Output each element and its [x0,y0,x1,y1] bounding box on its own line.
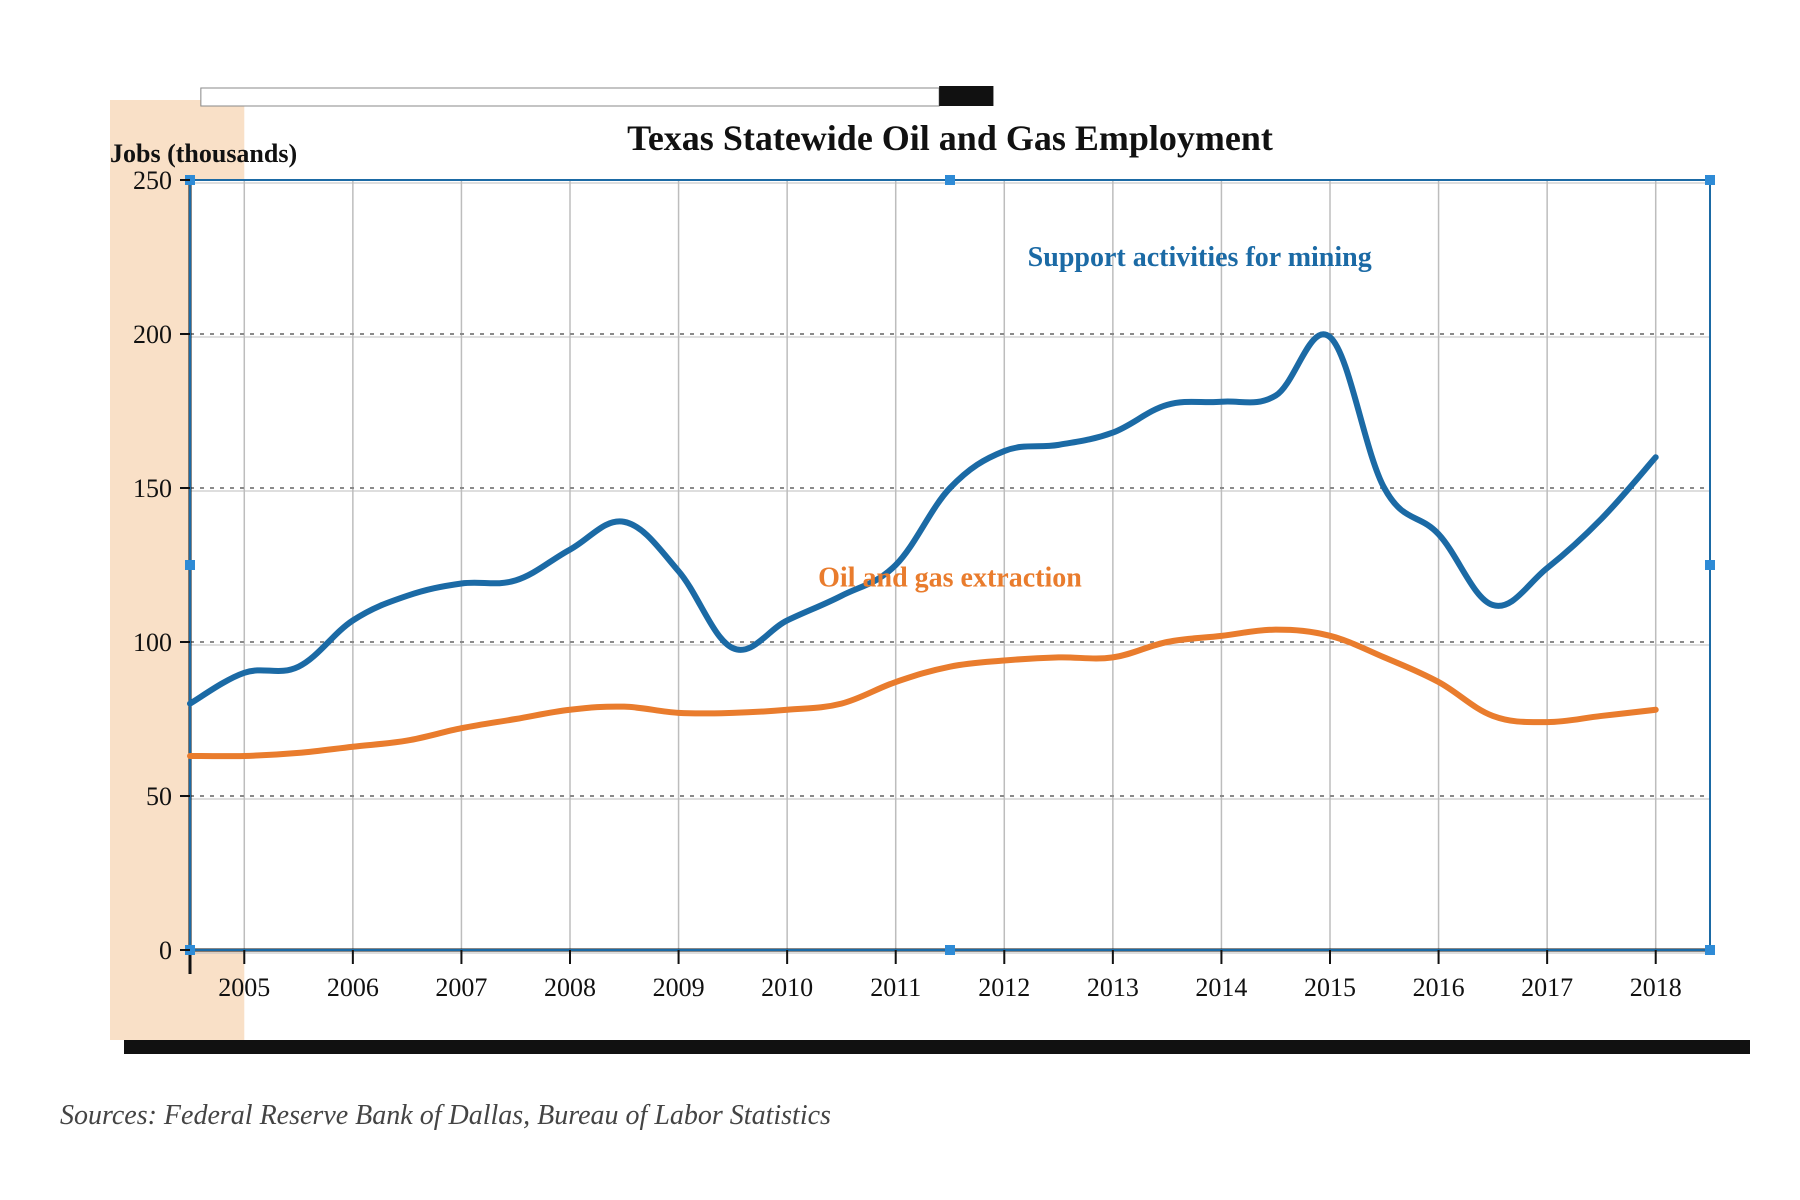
svg-text:100: 100 [133,628,172,657]
svg-text:2008: 2008 [544,973,596,1002]
svg-text:200: 200 [133,320,172,349]
svg-text:2018: 2018 [1630,973,1682,1002]
svg-text:0: 0 [159,936,172,965]
svg-text:2017: 2017 [1521,973,1573,1002]
svg-text:2012: 2012 [978,973,1030,1002]
svg-text:Support activities for mining: Support activities for mining [1028,242,1372,273]
svg-text:2006: 2006 [327,973,379,1002]
svg-text:2009: 2009 [653,973,705,1002]
svg-text:Oil and gas extraction: Oil and gas extraction [818,563,1082,594]
svg-text:Texas Statewide Oil and Gas Em: Texas Statewide Oil and Gas Employment [627,118,1273,158]
svg-text:2014: 2014 [1195,973,1247,1002]
svg-text:2013: 2013 [1087,973,1139,1002]
page: 0 50 100 150 200 250 2005 2006 2007 2008 2009 2010 2… [0,0,1800,1200]
svg-text:50: 50 [146,782,172,811]
svg-text:150: 150 [133,474,172,503]
svg-text:2015: 2015 [1304,973,1356,1002]
chart-container: 0 50 100 150 200 250 2005 2006 2007 2008 2009 2010 2… [50,70,1750,1070]
svg-text:2016: 2016 [1413,973,1465,1002]
svg-text:2011: 2011 [870,973,921,1002]
svg-text:250: 250 [133,166,172,195]
svg-text:2005: 2005 [218,973,270,1002]
source-text: Sources: Federal Reserve Bank of Dallas,… [60,1100,831,1132]
svg-text:2007: 2007 [435,973,487,1002]
line-chart: 0 50 100 150 200 250 2005 2006 2007 2008 2009 2010 2… [50,70,1750,1070]
svg-text:Jobs (thousands): Jobs (thousands) [110,139,297,168]
svg-text:2010: 2010 [761,973,813,1002]
